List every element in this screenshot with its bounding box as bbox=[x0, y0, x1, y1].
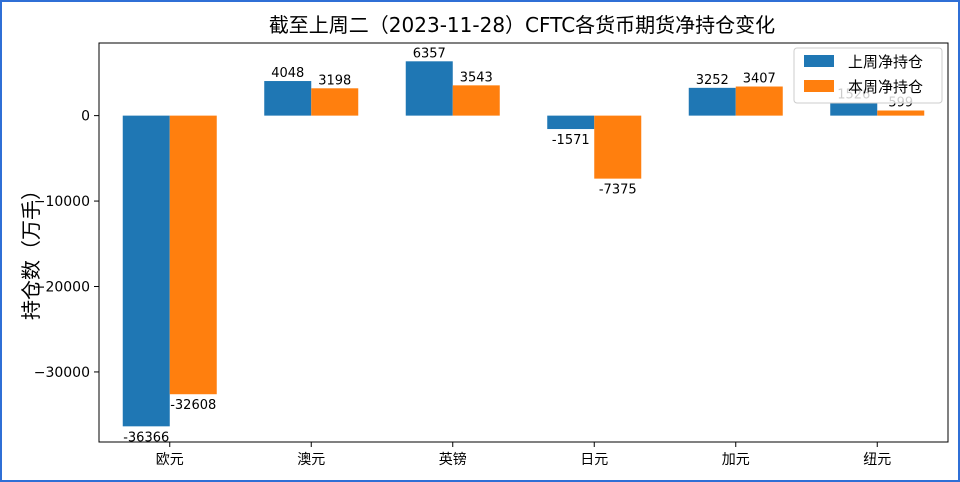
value-label-this-week-4: 3407 bbox=[743, 72, 776, 87]
y-tick-label: 0 bbox=[81, 109, 90, 125]
legend: 上周净持仓 本周净持仓 bbox=[793, 47, 943, 104]
value-label-this-week-1: 3198 bbox=[318, 73, 351, 88]
x-tick-label: 英镑 bbox=[439, 451, 467, 468]
bar-last-week-4 bbox=[688, 87, 736, 116]
x-tick-label: 日元 bbox=[580, 452, 608, 468]
bar-last-week-0 bbox=[122, 115, 170, 427]
value-label-this-week-2: 3543 bbox=[460, 70, 493, 85]
x-tick-label: 欧元 bbox=[156, 452, 184, 468]
bar-this-week-3 bbox=[594, 115, 642, 179]
x-tick-label: 纽元 bbox=[863, 452, 891, 468]
y-axis: 0 −10000 −20000 −30000 bbox=[34, 109, 99, 381]
y-tick-label: −30000 bbox=[34, 365, 90, 381]
plot-area bbox=[98, 42, 949, 443]
bar-this-week-2 bbox=[452, 85, 500, 116]
legend-swatch-last-week bbox=[804, 55, 834, 67]
legend-label-last-week: 上周净持仓 bbox=[848, 53, 923, 71]
bar-last-week-1 bbox=[264, 81, 312, 116]
y-tick-label: −20000 bbox=[34, 280, 90, 296]
bar-this-week-0 bbox=[169, 115, 217, 395]
bar-last-week-5 bbox=[830, 102, 878, 116]
x-axis: 欧元 澳元 英镑 日元 加元 纽元 bbox=[156, 442, 891, 468]
value-label-last-week-0: -36366 bbox=[123, 430, 169, 445]
bar-last-week-3 bbox=[547, 115, 595, 130]
value-labels-layer: -36366 -32608 4048 3198 6357 3543 -1571 -7375 32… bbox=[123, 46, 913, 445]
x-tick-label: 澳元 bbox=[297, 452, 325, 468]
value-label-last-week-2: 6357 bbox=[413, 46, 446, 61]
value-label-this-week-3: -7375 bbox=[599, 183, 637, 198]
legend-label-this-week: 本周净持仓 bbox=[848, 78, 923, 96]
value-label-last-week-1: 4048 bbox=[271, 66, 304, 81]
legend-swatch-this-week bbox=[804, 80, 834, 92]
bar-this-week-1 bbox=[311, 88, 359, 116]
bar-this-week-5 bbox=[877, 110, 925, 116]
bar-last-week-2 bbox=[405, 61, 453, 116]
bar-this-week-4 bbox=[735, 86, 783, 116]
value-label-last-week-4: 3252 bbox=[696, 73, 729, 88]
chart-title: 截至上周二（2023-11-28）CFTC各货币期货净持仓变化 bbox=[269, 13, 775, 37]
value-label-this-week-0: -32608 bbox=[170, 398, 216, 413]
x-tick-label: 加元 bbox=[722, 452, 750, 468]
y-axis-label: 持仓数（万手） bbox=[19, 180, 43, 320]
value-label-last-week-3: -1571 bbox=[552, 133, 590, 148]
bars-layer bbox=[122, 61, 925, 427]
y-tick-label: −10000 bbox=[34, 194, 90, 210]
